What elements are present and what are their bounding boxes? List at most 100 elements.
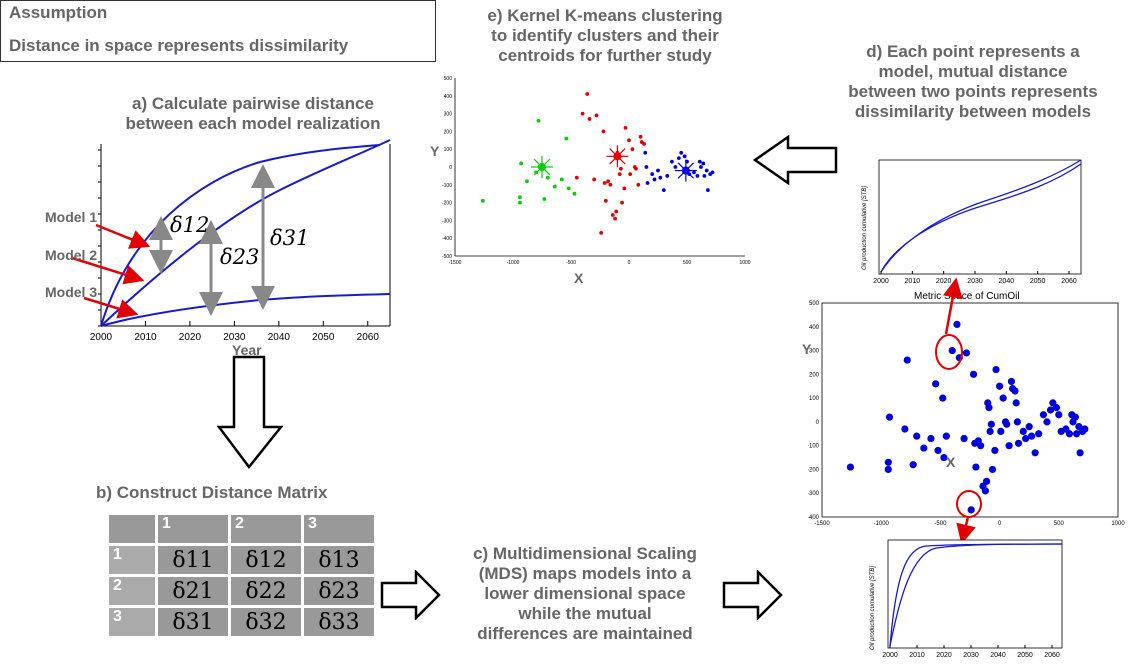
- cluster-point-red: [622, 186, 627, 191]
- data-point: [1035, 430, 1043, 438]
- matrix-cell: δ12: [231, 546, 301, 574]
- data-point: [969, 370, 978, 378]
- panel-a-x-label: Year: [232, 342, 262, 358]
- y-tick-label: 400: [809, 325, 820, 331]
- cluster-point-blue: [695, 174, 700, 178]
- cluster-point-green: [525, 179, 529, 184]
- data-point: [927, 434, 935, 443]
- x-tick-label: 2050: [1017, 652, 1033, 659]
- x-tick-label: 2030: [963, 652, 979, 659]
- data-point: [987, 420, 995, 428]
- data-point: [1081, 425, 1089, 433]
- y-tick-label: -100: [442, 183, 452, 189]
- centroid-green: [531, 156, 553, 178]
- cluster-point-red: [638, 134, 643, 139]
- panel-d-text: d) Each point represents a model, mutual…: [812, 42, 1134, 122]
- cluster-point-red: [620, 200, 624, 205]
- matrix-cell: δ11: [158, 546, 228, 574]
- y-tick-label: 400: [444, 94, 453, 100]
- cluster-point-red: [628, 172, 633, 177]
- data-point: [1014, 439, 1023, 447]
- cluster-point-red: [587, 117, 592, 121]
- panel-c-line: while the mutual: [518, 604, 652, 623]
- x-tick-label: 2060: [1061, 278, 1077, 285]
- cluster-point-blue: [704, 168, 709, 173]
- matrix-row-header: 1: [109, 546, 155, 574]
- cluster-point-blue: [670, 159, 674, 164]
- x-tick-label: 2030: [223, 332, 246, 343]
- data-point: [913, 432, 921, 440]
- mini-plot-bottom-x-ticks: 2000 2010 2020 2030 2040 2050 2060: [882, 645, 1060, 659]
- x-tick-label: 1000: [1111, 521, 1125, 527]
- data-point: [981, 487, 989, 495]
- panel-a-plot: 2000 2010 2020 2030 2040 2050 2060: [71, 139, 391, 343]
- cluster-point-green: [536, 118, 541, 123]
- x-tick-label: 2060: [1044, 652, 1060, 659]
- cluster-point-green: [564, 136, 569, 141]
- x-tick-label: -1000: [507, 260, 520, 266]
- centroid-blue: [674, 159, 697, 182]
- cluster-point-blue: [676, 156, 681, 160]
- cluster-point-red: [627, 138, 631, 143]
- cluster-point-blue: [682, 154, 687, 159]
- cluster-point-red: [603, 198, 608, 203]
- delta23-label: δ23: [220, 245, 260, 269]
- down-arrow-icon: [217, 355, 283, 469]
- model-2-label: Model 2: [45, 247, 98, 263]
- model-3-curve: [100, 293, 391, 327]
- y-tick-label: 0: [816, 420, 820, 426]
- panel-c-line: lower dimensional space: [484, 584, 686, 603]
- x-tick-label: 2000: [873, 278, 889, 285]
- data-point: [972, 463, 980, 471]
- cluster-point-red: [634, 166, 638, 171]
- right-arrow-icon: [380, 570, 441, 620]
- matrix-col-header: 2: [231, 515, 301, 543]
- cluster-point-red: [574, 175, 579, 180]
- cluster-point-green: [542, 197, 547, 201]
- cluster-point-blue: [679, 150, 684, 155]
- y-tick-label: 200: [809, 372, 820, 378]
- data-point: [901, 425, 909, 433]
- cluster-point-blue: [710, 170, 715, 175]
- panel-e-line: e) Kernel K-means clustering: [487, 6, 723, 25]
- matrix-cell: δ23: [304, 577, 374, 605]
- panel-c-line: (MDS) maps models into a: [478, 564, 692, 583]
- x-tick-label: 500: [1054, 521, 1065, 527]
- cluster-point-blue: [661, 188, 666, 193]
- cluster-point-green: [552, 184, 557, 189]
- x-tick-label: -500: [566, 260, 576, 266]
- panel-e-x-label: X: [574, 270, 584, 286]
- metric-space-x-label: X: [946, 454, 956, 470]
- cluster-point-blue: [644, 165, 649, 169]
- panel-e-line: centroids for further study: [498, 46, 712, 65]
- y-tick-label: 300: [809, 349, 820, 355]
- cluster-point-red: [602, 181, 607, 185]
- matrix-corner: [109, 515, 155, 543]
- panel-a-axes: [98, 144, 391, 327]
- data-point: [1013, 418, 1021, 426]
- cluster-point-red: [585, 92, 590, 96]
- data-point: [988, 465, 997, 474]
- cluster-point-green: [566, 186, 571, 191]
- cluster-centroids: -1500 -1000 -500 0 500 10005004003002001000-1…: [442, 76, 751, 266]
- cluster-point-blue: [692, 170, 696, 175]
- model-3-label: Model 3: [45, 284, 98, 300]
- y-tick-label: 300: [444, 112, 453, 118]
- model-3-pointer: [83, 296, 139, 319]
- x-tick-label: 0: [628, 260, 631, 266]
- data-point: [1043, 418, 1051, 426]
- panel-d-line: model, mutual distance: [878, 62, 1068, 81]
- panel-d-line: between two points represents: [848, 82, 1098, 101]
- y-tick-label: 0: [449, 165, 452, 171]
- cluster-point-blue: [673, 165, 678, 169]
- cluster-point-blue: [650, 172, 655, 177]
- metric-space-scatter-plot: -1500 -1000 -500 0 500 10005004003002001000-1…: [808, 301, 1125, 527]
- panel-a-x-ticks: 2000 2010 2020 2030 2040 2050 2060: [90, 321, 379, 343]
- x-tick-label: 2030: [967, 278, 983, 285]
- data-point: [1031, 449, 1039, 457]
- x-tick-label: 2060: [357, 332, 380, 343]
- x-tick-label: 2010: [134, 332, 157, 343]
- data-point: [960, 434, 968, 443]
- x-tick-label: 2040: [990, 652, 1006, 659]
- data-point: [932, 380, 940, 388]
